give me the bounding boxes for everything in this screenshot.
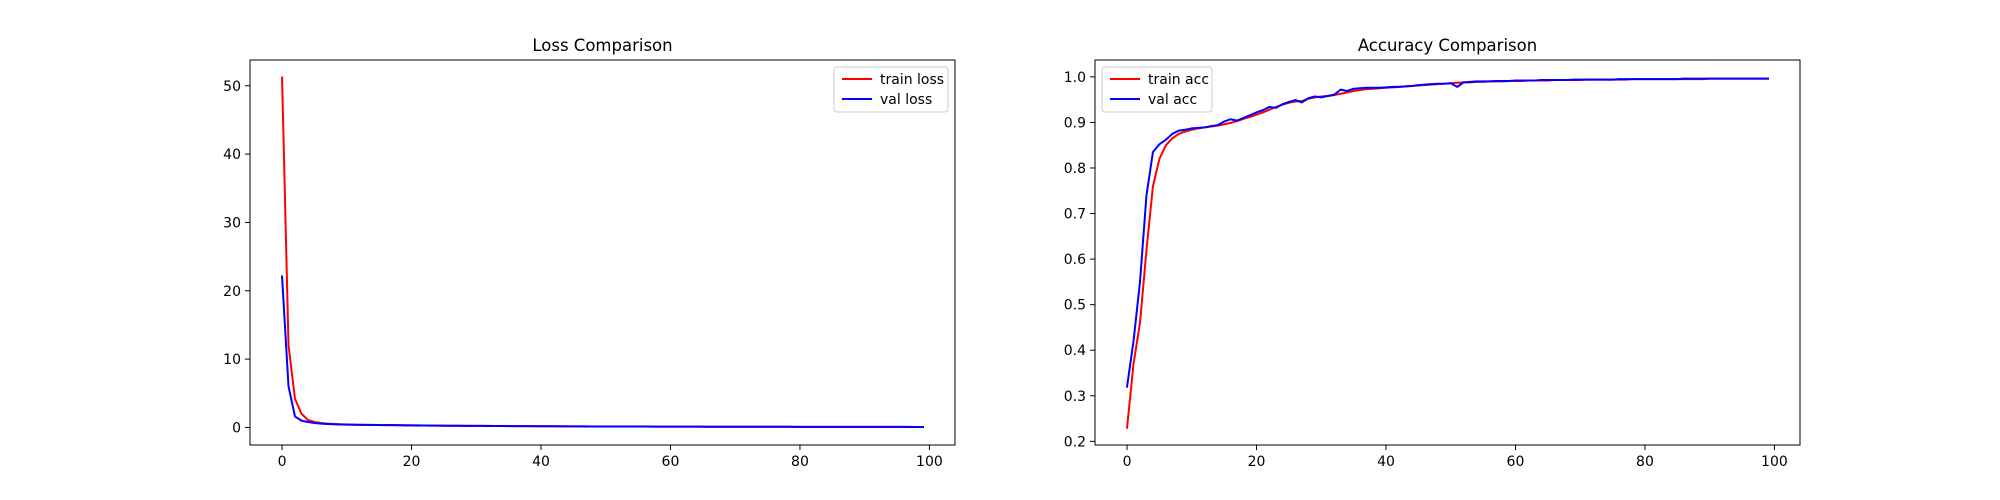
accuracy-x-tick-label: 0: [1123, 454, 1132, 470]
loss-x-tick-label: 100: [916, 454, 943, 470]
loss-x-tick-label: 60: [662, 454, 680, 470]
accuracy-x-tick-label: 60: [1507, 454, 1525, 470]
accuracy-x-tick-label: 40: [1377, 454, 1395, 470]
legend-train-loss-label: train loss: [880, 72, 944, 88]
accuracy-y-tick-label: 0.5: [1064, 298, 1086, 314]
loss-axes-frame: [249, 59, 956, 446]
accuracy-y-tick-label: 0.9: [1064, 115, 1086, 131]
series-line-val-loss: [280, 275, 924, 428]
loss-chart-title: Loss Comparison: [532, 36, 672, 55]
loss-series: [280, 76, 924, 428]
loss-y-tick-label: 20: [223, 284, 241, 300]
accuracy-y-tick-label: 0.8: [1064, 161, 1086, 177]
loss-y-tick-label: 10: [223, 352, 241, 368]
accuracy-y-tick-label: 0.7: [1064, 207, 1086, 223]
legend-val-acc-label: val acc: [1148, 92, 1197, 108]
series-line-val-acc: [1125, 77, 1769, 388]
loss-y-tick-label: 40: [223, 147, 241, 163]
accuracy-y-ticks: 0.2 0.3 0.4 0.5 0.6 0.7 0.8 0.9 1.0: [1064, 70, 1095, 450]
accuracy-y-tick-label: 0.6: [1064, 252, 1086, 268]
loss-y-ticks: 0 10 20 30 40 50: [223, 79, 250, 436]
loss-y-tick-label: 0: [232, 420, 241, 436]
accuracy-x-ticks: 0 20 40 60 80 100: [1123, 445, 1788, 470]
accuracy-legend: train acc val acc: [1101, 66, 1213, 113]
loss-y-tick-label: 30: [223, 215, 241, 231]
accuracy-x-tick-label: 100: [1761, 454, 1788, 470]
accuracy-chart-title: Accuracy Comparison: [1358, 36, 1537, 55]
legend-train-acc-label: train acc: [1148, 72, 1209, 88]
accuracy-y-tick-label: 1.0: [1064, 70, 1086, 86]
loss-x-tick-label: 40: [532, 454, 550, 470]
accuracy-x-tick-label: 20: [1248, 454, 1266, 470]
loss-plot-area: [250, 60, 955, 445]
legend-val-loss-label: val loss: [880, 92, 932, 108]
loss-y-tick-label: 50: [223, 79, 241, 95]
loss-chart: 0 20 40 60 80 100 0 10 20 30 40 50 Loss Comparison…: [223, 36, 956, 470]
accuracy-chart: 0 20 40 60 80 100 0.2 0.3 0.4 0.5 0.6 0.7 0.8 0.9 1.0…: [1064, 36, 1801, 470]
loss-x-ticks: 0 20 40 60 80 100: [278, 445, 943, 470]
accuracy-x-tick-label: 80: [1636, 454, 1654, 470]
accuracy-y-tick-label: 0.3: [1064, 389, 1086, 405]
loss-x-tick-label: 80: [791, 454, 809, 470]
accuracy-plot-area: [1095, 60, 1800, 445]
accuracy-y-tick-label: 0.4: [1064, 343, 1086, 359]
accuracy-y-tick-label: 0.2: [1064, 434, 1086, 450]
loss-x-tick-label: 0: [278, 454, 287, 470]
accuracy-series: [1125, 77, 1769, 429]
accuracy-axes-frame: [1094, 59, 1801, 446]
loss-legend: train loss val loss: [833, 66, 949, 113]
loss-x-tick-label: 20: [403, 454, 421, 470]
